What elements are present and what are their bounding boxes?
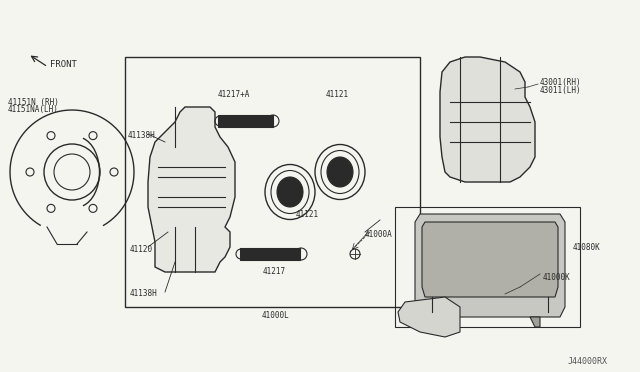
Text: 41151NA(LH): 41151NA(LH) (8, 105, 59, 113)
Text: 41000K: 41000K (543, 273, 571, 282)
Polygon shape (398, 297, 460, 337)
Text: 41138H: 41138H (128, 131, 156, 140)
Text: 43001(RH): 43001(RH) (540, 77, 582, 87)
Polygon shape (422, 222, 558, 297)
Text: 41080K: 41080K (573, 243, 601, 251)
Text: 41138H: 41138H (130, 289, 157, 298)
Polygon shape (530, 317, 540, 327)
Bar (240, 248, 300, 260)
Bar (218, 115, 273, 127)
Ellipse shape (277, 177, 303, 207)
Polygon shape (148, 107, 235, 272)
Text: 41121: 41121 (326, 90, 349, 99)
Text: 41151N (RH): 41151N (RH) (8, 97, 59, 106)
Bar (395, 207, 580, 327)
Text: 41217: 41217 (263, 267, 286, 276)
Text: 41217+A: 41217+A (218, 90, 250, 99)
Ellipse shape (327, 157, 353, 187)
Text: 41121: 41121 (296, 209, 319, 218)
Polygon shape (415, 214, 565, 317)
Bar (125, 57, 420, 307)
Text: 41000A: 41000A (365, 230, 393, 238)
Text: 41000L: 41000L (262, 311, 290, 320)
Polygon shape (445, 317, 455, 327)
Polygon shape (440, 57, 535, 182)
Text: 43011(LH): 43011(LH) (540, 86, 582, 94)
Text: FRONT: FRONT (50, 60, 77, 68)
Text: J44000RX: J44000RX (568, 357, 608, 366)
Text: 41120: 41120 (130, 244, 153, 253)
